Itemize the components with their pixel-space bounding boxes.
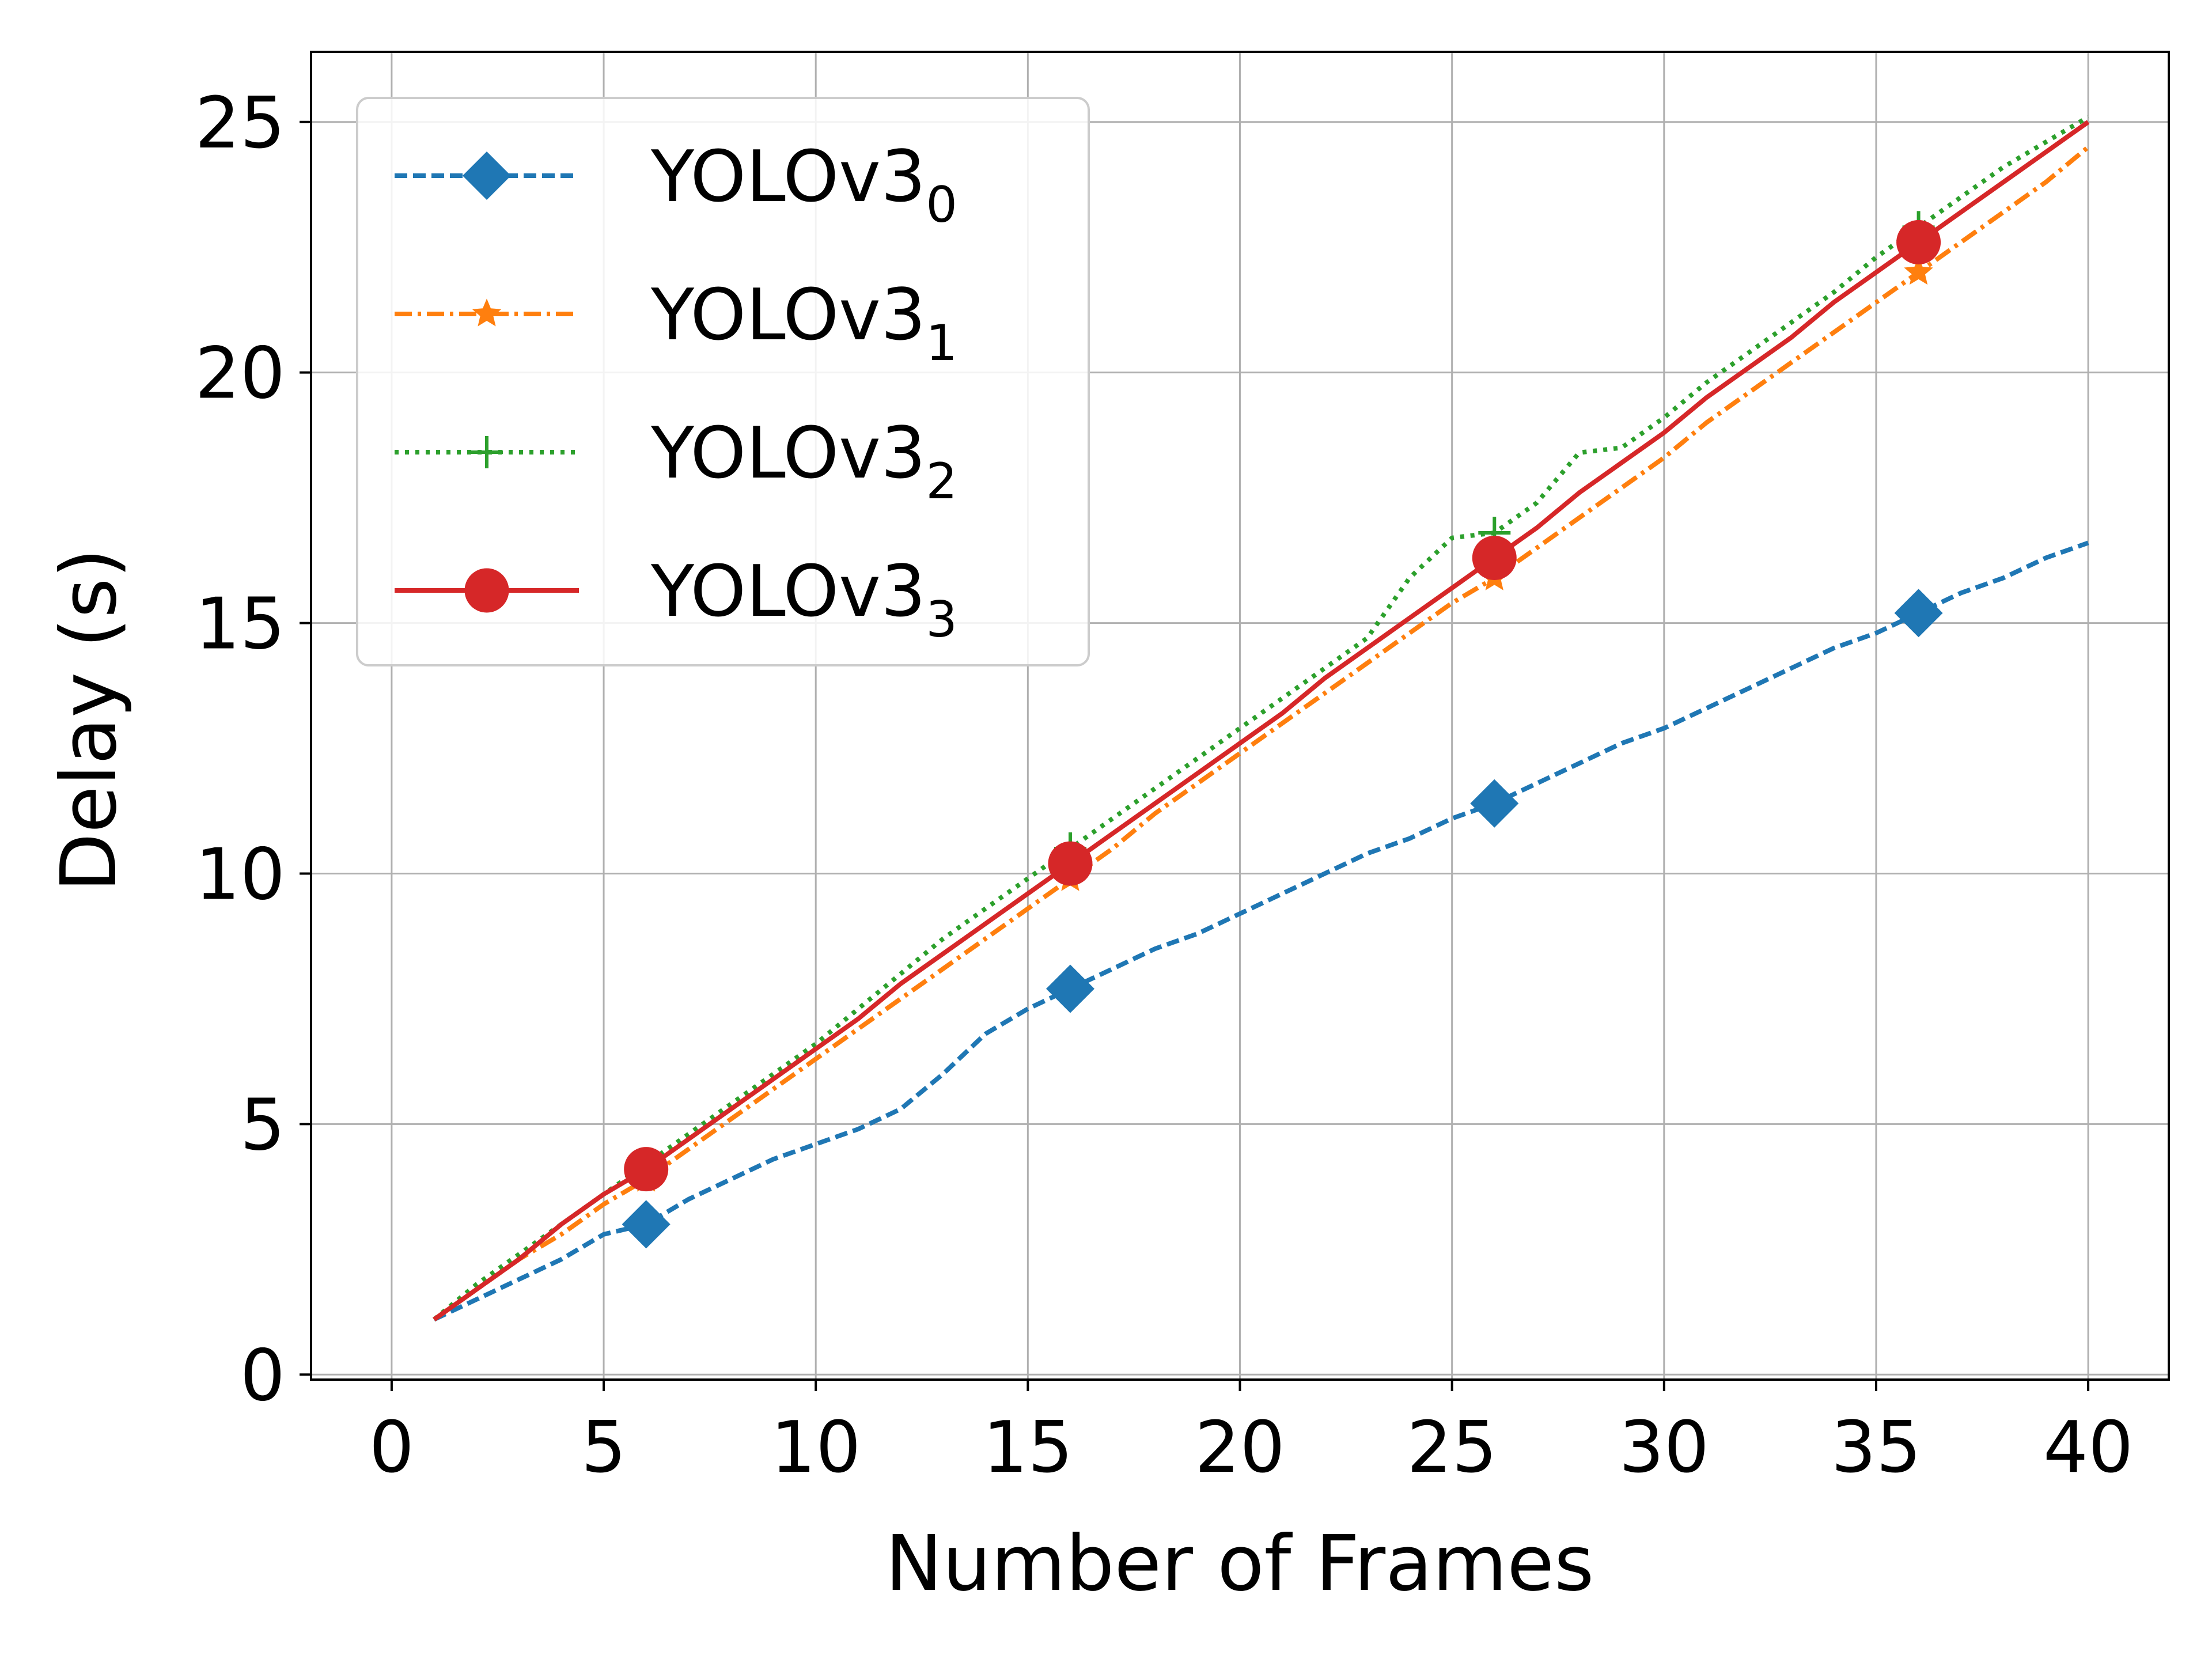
legend: YOLOv30 YOLOv31 YOLOv32 YOLOv33 bbox=[356, 97, 1090, 666]
legend-item-2: YOLOv32 bbox=[395, 412, 957, 510]
series-line-1 bbox=[433, 145, 2090, 1321]
legend-subscript-2: 2 bbox=[926, 453, 957, 510]
series-layer bbox=[432, 115, 2090, 1322]
legend-marker-2 bbox=[471, 436, 503, 468]
legend-marker-3 bbox=[464, 568, 509, 613]
x-tick-label-5: 5 bbox=[581, 1407, 626, 1489]
x-axis-label: Number of Frames bbox=[885, 1520, 1594, 1608]
legend-box bbox=[356, 97, 1090, 666]
legend-item-0: YOLOv30 bbox=[395, 136, 957, 234]
series-line-0 bbox=[433, 540, 2089, 1322]
legend-label-3: YOLOv33 bbox=[650, 551, 957, 649]
data-point-3-x36 bbox=[1896, 220, 1941, 265]
data-point-0-x16 bbox=[1046, 964, 1094, 1013]
legend-subscript-1: 1 bbox=[926, 315, 957, 372]
x-tick-label-40: 40 bbox=[2043, 1407, 2134, 1489]
data-point-0-x6 bbox=[622, 1200, 671, 1249]
data-point-3-x16 bbox=[1048, 841, 1093, 886]
y-axis-label: Delay (s) bbox=[45, 548, 134, 892]
x-tick-label-20: 20 bbox=[1195, 1407, 1285, 1489]
series-line-3 bbox=[433, 120, 2090, 1321]
legend-label-0: YOLOv30 bbox=[650, 136, 957, 234]
data-point-0-x36 bbox=[1894, 589, 1943, 638]
data-point-3-x6 bbox=[624, 1147, 669, 1192]
legend-label-1: YOLOv31 bbox=[650, 274, 957, 372]
data-point-1-x36 bbox=[1904, 257, 1933, 285]
legend-subscript-3: 3 bbox=[926, 591, 957, 649]
legend-subscript-0: 0 bbox=[926, 176, 957, 234]
y-tick-label-15: 15 bbox=[195, 584, 285, 666]
y-tick-label-20: 20 bbox=[195, 333, 285, 415]
series-yolov3-3 bbox=[433, 120, 2090, 1321]
data-point-0-x26 bbox=[1470, 779, 1519, 828]
x-tick-label-0: 0 bbox=[369, 1407, 414, 1489]
x-tick-label-15: 15 bbox=[983, 1407, 1073, 1489]
legend-marker-1 bbox=[472, 298, 502, 327]
legend-label-2: YOLOv32 bbox=[650, 412, 957, 510]
x-tick-label-30: 30 bbox=[1619, 1407, 1710, 1489]
x-tick-label-25: 25 bbox=[1407, 1407, 1497, 1489]
y-tick-label-25: 25 bbox=[195, 82, 285, 165]
y-tick-label-5: 5 bbox=[240, 1084, 285, 1166]
x-tick-label-10: 10 bbox=[771, 1407, 861, 1489]
legend-item-1: YOLOv31 bbox=[395, 274, 957, 372]
legend-marker-0 bbox=[463, 151, 511, 200]
series-yolov3-0 bbox=[433, 540, 2089, 1322]
data-point-3-x26 bbox=[1472, 536, 1517, 581]
x-tick-label-35: 35 bbox=[1831, 1407, 1922, 1489]
y-tick-label-0: 0 bbox=[240, 1335, 285, 1417]
y-tick-label-10: 10 bbox=[195, 834, 285, 916]
legend-item-3: YOLOv33 bbox=[395, 551, 957, 649]
